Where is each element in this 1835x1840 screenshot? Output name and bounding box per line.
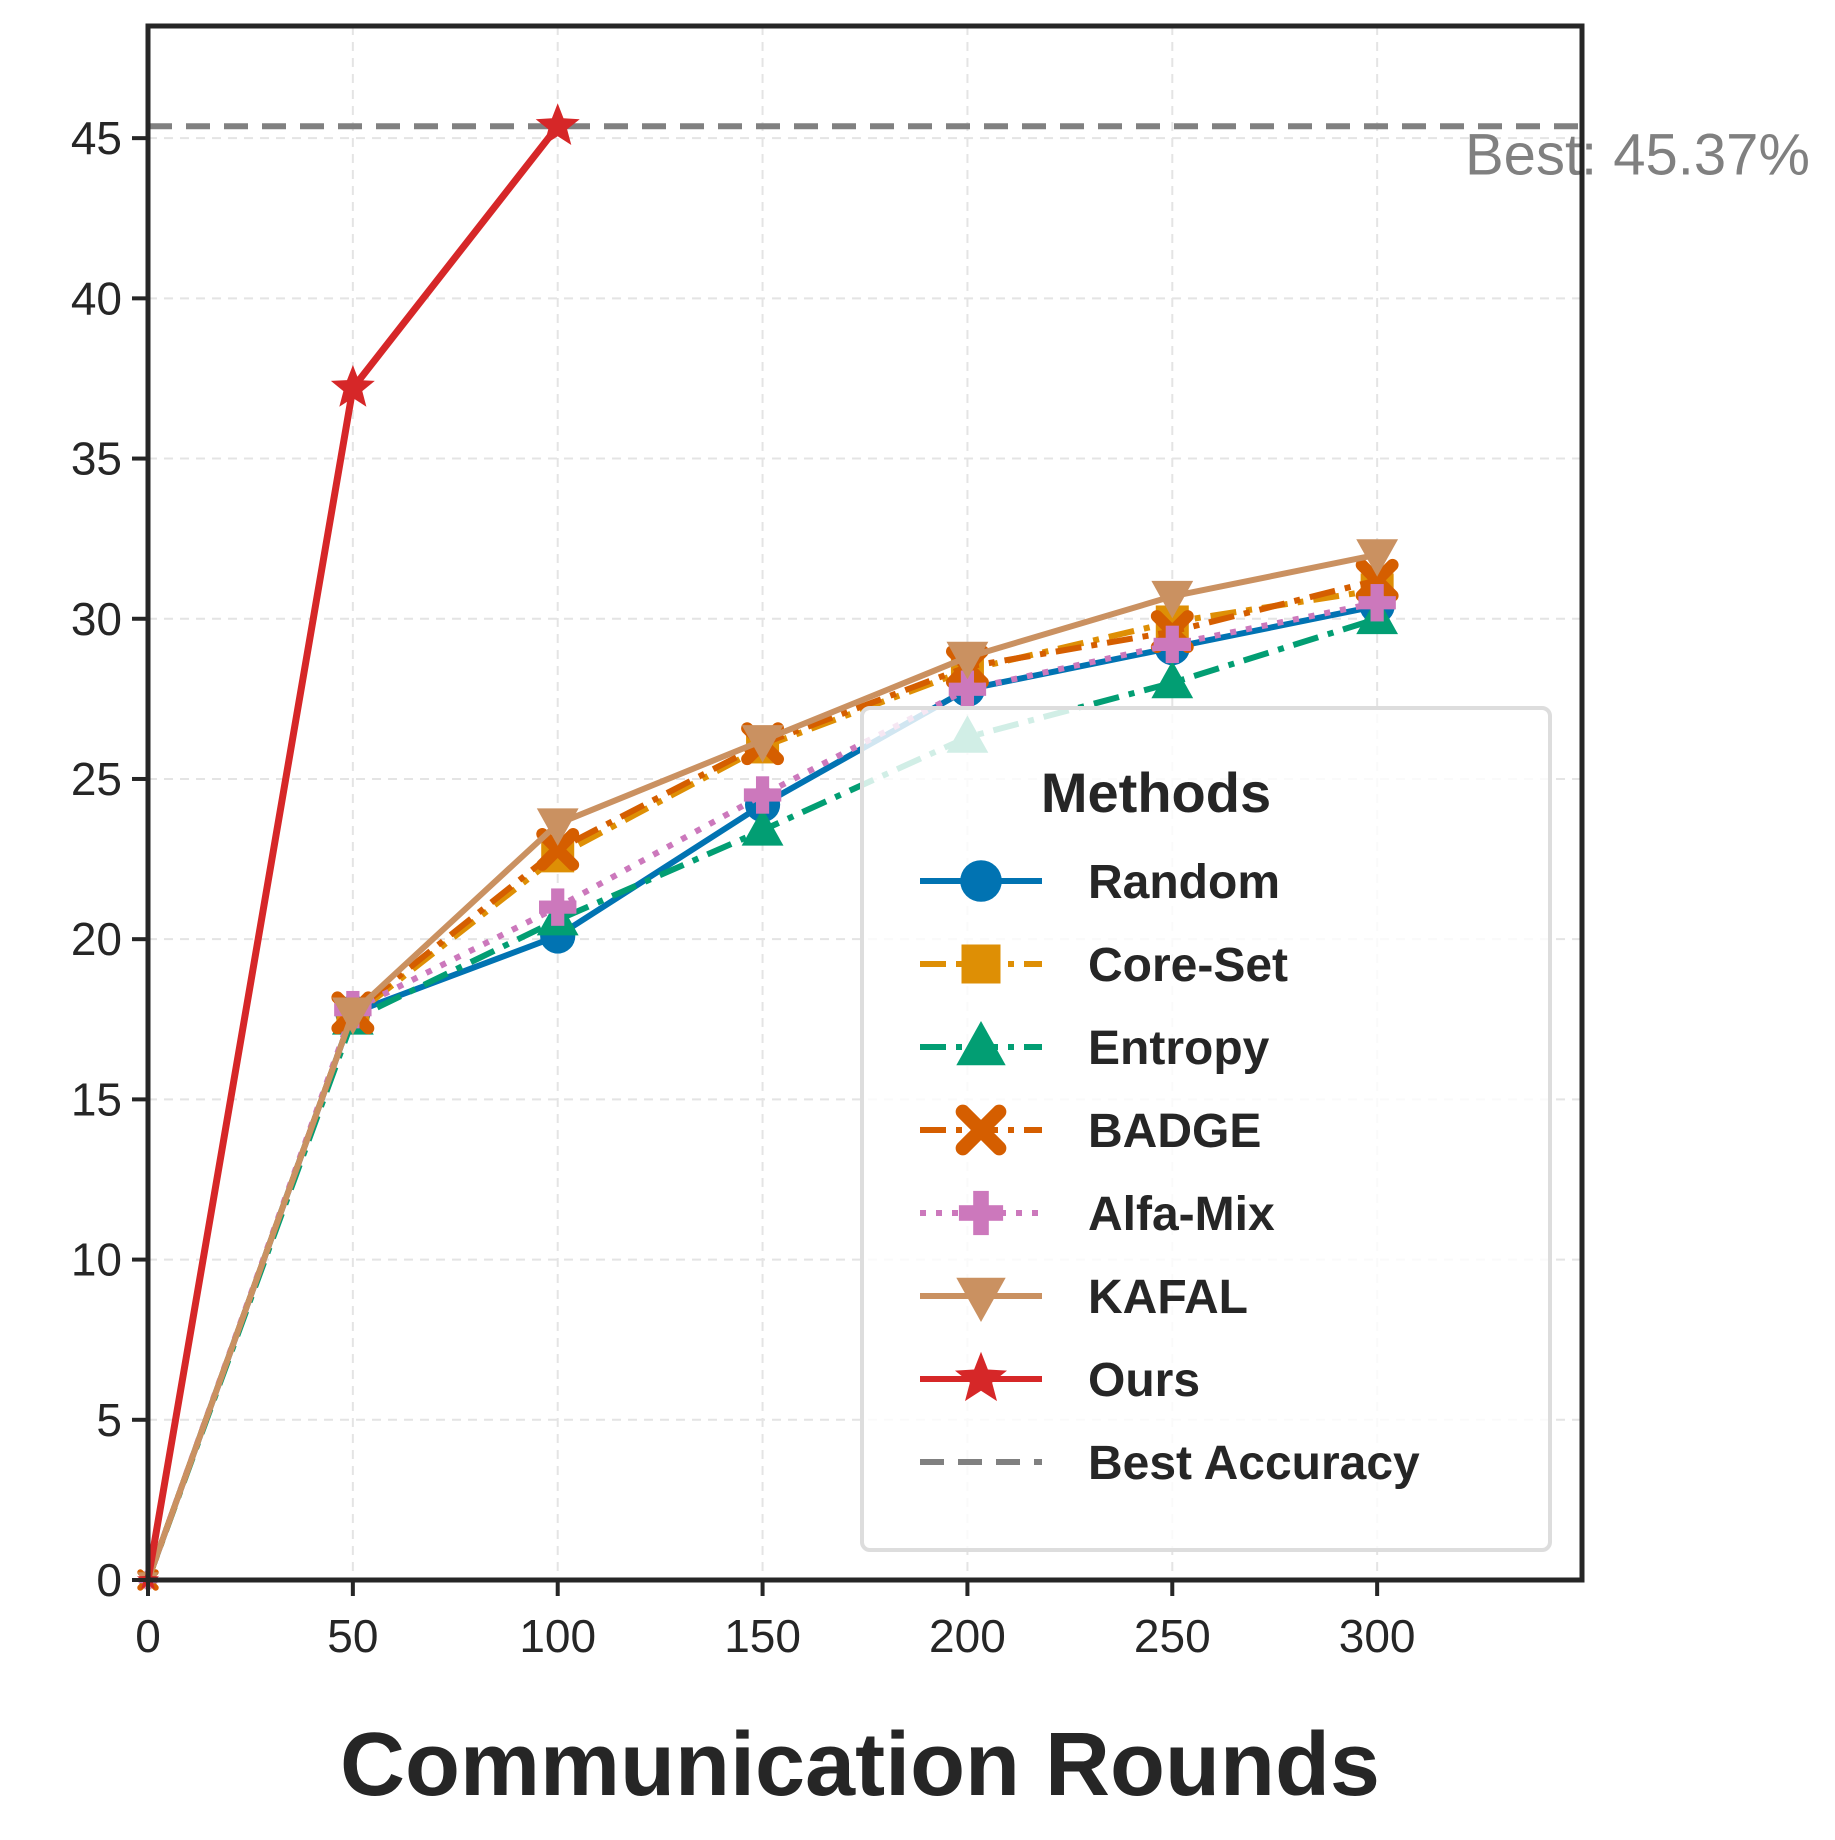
marker-shape: [1370, 584, 1384, 622]
marker-shape: [330, 365, 375, 407]
y-tick-label: 35: [71, 433, 122, 485]
y-tick-label: 0: [96, 1554, 122, 1606]
marker-shape: [1165, 625, 1179, 664]
x-tick-label: 100: [519, 1610, 596, 1662]
y-tick-label: 45: [71, 112, 122, 164]
x-tick-label: 150: [724, 1610, 801, 1662]
marker-shape: [1151, 660, 1194, 699]
axis-ticks: 0 50 100 150 200 250 300 0 5 10 15 20 25 30 35 40 45: [71, 112, 1416, 1662]
marker-shape: [1356, 539, 1399, 577]
series-ours: [137, 103, 580, 1590]
series-lines: [137, 103, 1399, 1591]
legend-marker: [960, 860, 1002, 902]
y-tick-label: 40: [71, 272, 122, 324]
data-point: [1153, 625, 1191, 664]
marker-shape: [956, 1277, 1006, 1322]
marker-shape: [331, 997, 374, 1035]
legend-label: Random: [1088, 856, 1280, 909]
legend-marker: [955, 1104, 1007, 1156]
marker-shape: [955, 1351, 1007, 1402]
data-point: [1151, 580, 1194, 619]
legend-label: Best Accuracy: [1088, 1437, 1420, 1490]
legend-title: Methods: [1041, 761, 1271, 824]
legend-label: KAFAL: [1088, 1271, 1248, 1324]
legend-item-kafal: KAFAL: [920, 1271, 1248, 1324]
marker-shape: [551, 888, 565, 926]
best-accuracy-reference: Best: 45.37%: [148, 122, 1810, 187]
marker-shape: [946, 641, 989, 680]
legend-item-badge: BADGE: [920, 1104, 1261, 1158]
marker-shape: [1151, 580, 1194, 619]
marker-shape: [960, 670, 975, 708]
marker-shape: [973, 1190, 989, 1236]
marker-shape: [961, 944, 1001, 984]
data-point: [536, 808, 579, 846]
x-tick-label: 50: [327, 1610, 378, 1662]
plot-frame: [145, 23, 1585, 1583]
legend-marker: [958, 1190, 1004, 1236]
data-point: [1356, 539, 1399, 577]
x-tick-label: 300: [1339, 1610, 1416, 1662]
marker-shape: [956, 1021, 1006, 1066]
legend-label: Core-Set: [1088, 939, 1288, 992]
legend-marker: [956, 1277, 1006, 1322]
x-tick-label: 0: [135, 1610, 161, 1662]
legend-box: [860, 706, 1552, 1552]
data-point: [535, 103, 580, 145]
marker-shape: [955, 1104, 1007, 1156]
best-accuracy-label: Best: 45.37%: [1465, 122, 1810, 187]
data-point: [330, 365, 375, 407]
legend-item-alfa-mix: Alfa-Mix: [920, 1188, 1275, 1241]
y-tick-label: 5: [96, 1394, 122, 1446]
marker-shape: [536, 808, 579, 846]
legend: Methods Random Core-Set Entropy BADGE Alfa-Mi…: [860, 706, 1552, 1552]
legend-marker: [961, 944, 1001, 984]
data-point: [1358, 584, 1396, 622]
legend-label: BADGE: [1088, 1105, 1261, 1158]
data-point: [948, 670, 987, 708]
y-tick-label: 10: [71, 1234, 122, 1286]
data-point: [743, 776, 782, 814]
legend-label: Ours: [1088, 1354, 1200, 1407]
marker-shape: [536, 828, 580, 871]
x-axis-label: Communication Rounds: [340, 1715, 1380, 1815]
legend-item-random: Random: [920, 856, 1280, 909]
data-point: [946, 641, 989, 680]
data-point: [741, 725, 784, 763]
legend-marker: [955, 1351, 1007, 1402]
y-tick-label: 20: [71, 913, 122, 965]
data-point: [1355, 558, 1399, 602]
data-point: [539, 888, 577, 926]
legend-item-best-accuracy: Best Accuracy: [920, 1437, 1420, 1490]
legend-item-core-set: Core-Set: [920, 939, 1288, 992]
legend-marker: [956, 1021, 1006, 1066]
data-point: [1151, 660, 1194, 699]
legend-label: Entropy: [1088, 1022, 1270, 1075]
data-point: [331, 997, 374, 1035]
marker-shape: [741, 725, 784, 763]
data-point: [741, 808, 784, 846]
data-point: [536, 828, 580, 871]
y-tick-label: 30: [71, 593, 122, 645]
marker-shape: [1355, 558, 1399, 602]
y-tick-label: 25: [71, 753, 122, 805]
marker-shape: [741, 808, 784, 846]
legend-item-entropy: Entropy: [920, 1021, 1270, 1075]
marker-shape: [755, 776, 770, 814]
legend-item-ours: Ours: [920, 1351, 1200, 1407]
marker-shape: [535, 103, 580, 145]
legend-label: Alfa-Mix: [1088, 1188, 1275, 1241]
x-tick-label: 200: [929, 1610, 1006, 1662]
x-tick-label: 250: [1134, 1610, 1211, 1662]
y-tick-label: 15: [71, 1073, 122, 1125]
marker-shape: [960, 860, 1002, 902]
